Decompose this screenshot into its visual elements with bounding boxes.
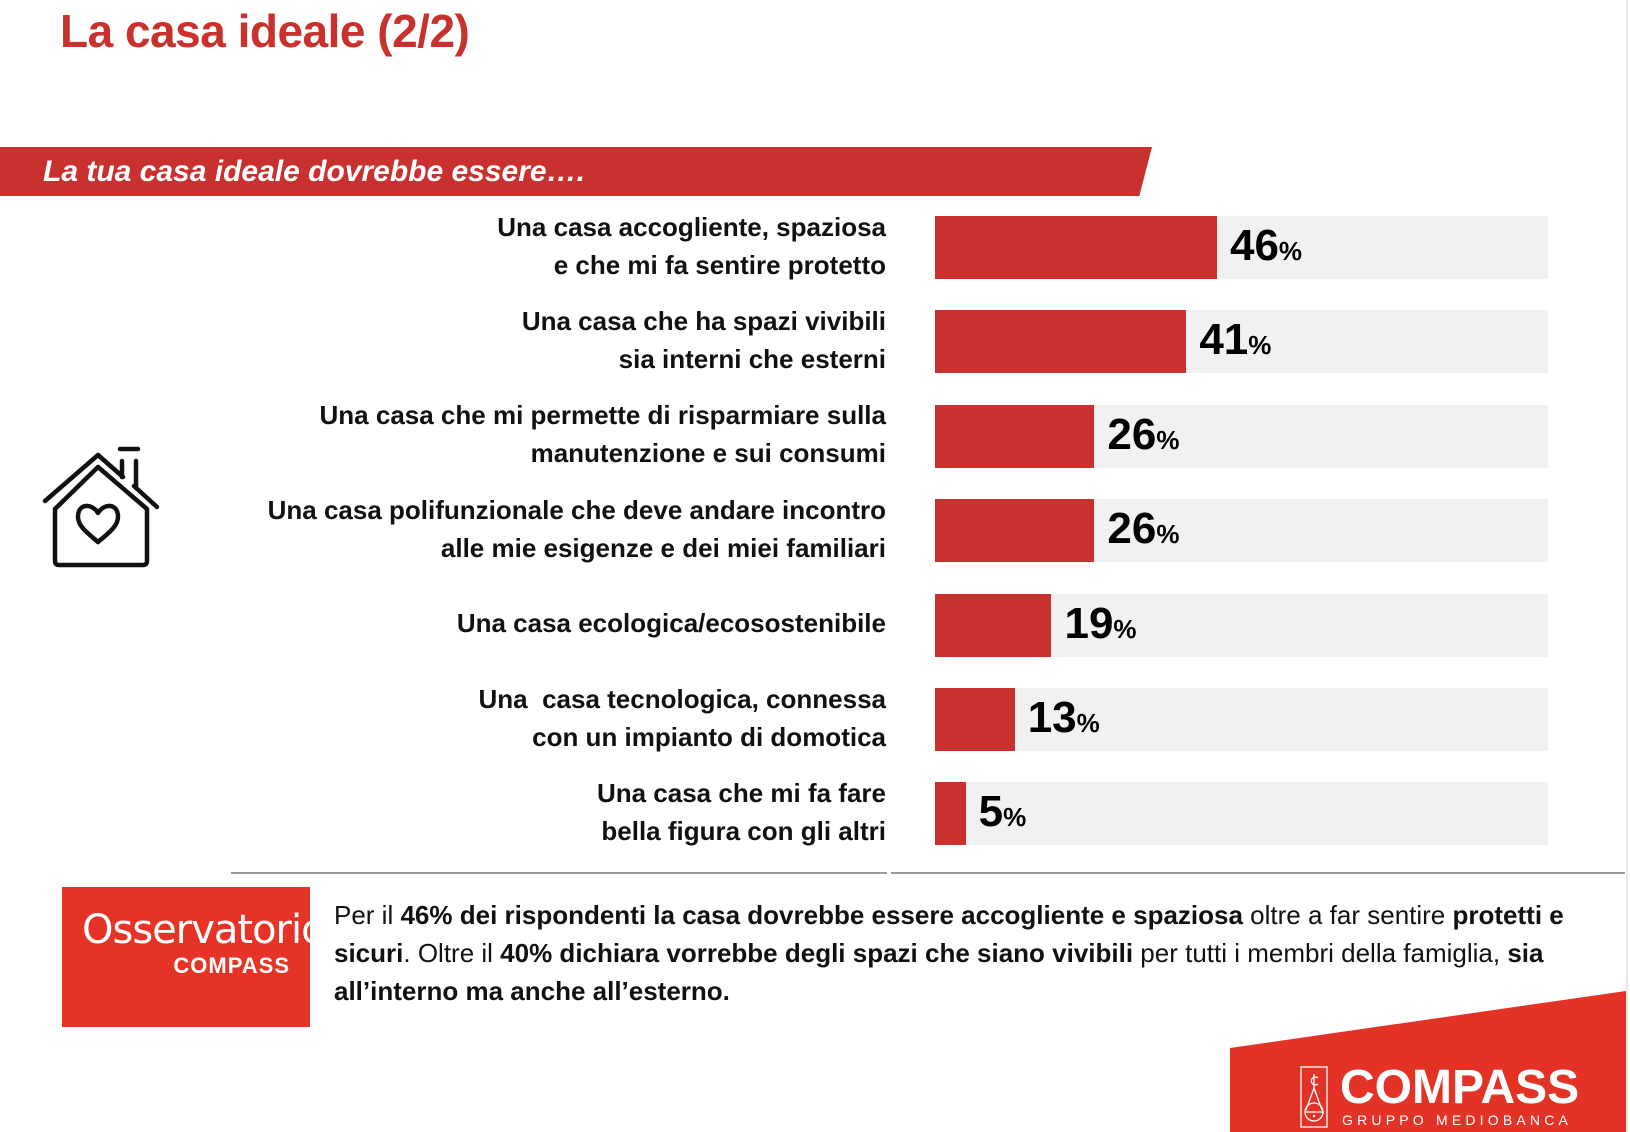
summary-highlight: 46% dei rispondenti la casa dovrebbe ess… bbox=[400, 900, 1243, 930]
bar bbox=[935, 688, 1015, 751]
bar bbox=[935, 216, 1217, 279]
bar bbox=[935, 782, 966, 846]
data-label-value: 26 bbox=[1107, 409, 1157, 459]
summary-fragment: oltre a far sentire bbox=[1242, 900, 1453, 930]
compass-logo-name: COMPASS bbox=[1340, 1061, 1580, 1114]
data-label-value: 19 bbox=[1064, 598, 1114, 648]
bar-track: 26% bbox=[935, 404, 1548, 468]
data-label: 26% bbox=[1107, 410, 1179, 460]
data-label-percent: % bbox=[1113, 613, 1137, 644]
category-label: Una casa che mi fa fare bella figura con… bbox=[596, 777, 886, 846]
data-label-value: 26 bbox=[1107, 504, 1157, 554]
data-label-percent: % bbox=[1003, 802, 1027, 833]
data-label: 46% bbox=[1230, 221, 1302, 271]
data-label-percent: % bbox=[1248, 330, 1272, 361]
compass-emblem-icon bbox=[1300, 1066, 1328, 1128]
data-label-value: 41 bbox=[1199, 315, 1249, 365]
house-heart-icon bbox=[42, 446, 160, 568]
question-banner bbox=[0, 147, 1152, 196]
summary-fragment: Per il bbox=[334, 900, 401, 930]
osservatorio-compass-logo: Osservatorio COMPASS bbox=[62, 887, 326, 1027]
bar-track: 5% bbox=[935, 782, 1548, 846]
bar bbox=[935, 499, 1095, 563]
data-label: 26% bbox=[1107, 504, 1179, 554]
divider-right bbox=[891, 872, 1625, 874]
data-label-percent: % bbox=[1156, 519, 1180, 550]
bar bbox=[935, 404, 1095, 468]
category-label: Una casa tecnologica, connessa con un im… bbox=[478, 683, 887, 752]
bar-track: 13% bbox=[935, 688, 1548, 751]
category-label: Una casa che ha spazi vivibili sia inter… bbox=[521, 305, 886, 374]
data-label-value: 13 bbox=[1027, 693, 1077, 742]
summary-fragment: per tutti i membri della famiglia, bbox=[1133, 938, 1508, 968]
divider-left bbox=[231, 872, 887, 874]
data-label-percent: % bbox=[1278, 236, 1303, 266]
page-edge-divider bbox=[1626, 0, 1628, 1132]
data-label: 19% bbox=[1064, 599, 1136, 649]
osservatorio-title: Osservatorio bbox=[82, 907, 326, 953]
category-label: Una casa che mi permette di risparmiare … bbox=[319, 400, 886, 469]
data-label-percent: % bbox=[1156, 424, 1180, 455]
bar-track: 41% bbox=[935, 310, 1548, 374]
bar-track: 46% bbox=[935, 216, 1548, 279]
summary-highlight: protetti e sicuri bbox=[334, 900, 1564, 968]
osservatorio-subtitle: COMPASS bbox=[173, 953, 290, 978]
category-label: Una casa accogliente, spaziosa e che mi … bbox=[497, 211, 886, 280]
data-label: 5% bbox=[979, 787, 1027, 837]
summary-fragment: . Oltre il bbox=[403, 938, 501, 968]
data-label-value: 46 bbox=[1229, 221, 1279, 270]
data-label: 41% bbox=[1199, 315, 1271, 365]
summary-highlight: 40% dichiara vorrebbe degli spazi che si… bbox=[500, 938, 1134, 968]
compass-logo-tagline: GRUPPO MEDIOBANCA bbox=[1342, 1112, 1573, 1128]
page-title: La casa ideale (2/2) bbox=[60, 5, 470, 57]
category-label: Una casa polifunzionale che deve andare … bbox=[267, 494, 886, 563]
bar-track: 26% bbox=[935, 499, 1548, 563]
bar-track: 19% bbox=[935, 593, 1548, 657]
summary-highlight: sia all’interno ma anche all’esterno. bbox=[334, 938, 1544, 1006]
question-text: La tua casa ideale dovrebbe essere…. bbox=[43, 155, 585, 188]
data-label-value: 5 bbox=[978, 787, 1004, 837]
summary-text: Per il 46% dei rispondenti la casa dovre… bbox=[334, 896, 1594, 1010]
bar bbox=[935, 593, 1052, 657]
data-label: 13% bbox=[1028, 693, 1100, 743]
bar bbox=[935, 310, 1187, 374]
data-label-percent: % bbox=[1076, 708, 1100, 738]
category-label: Una casa ecologica/ecosostenibile bbox=[456, 608, 886, 639]
